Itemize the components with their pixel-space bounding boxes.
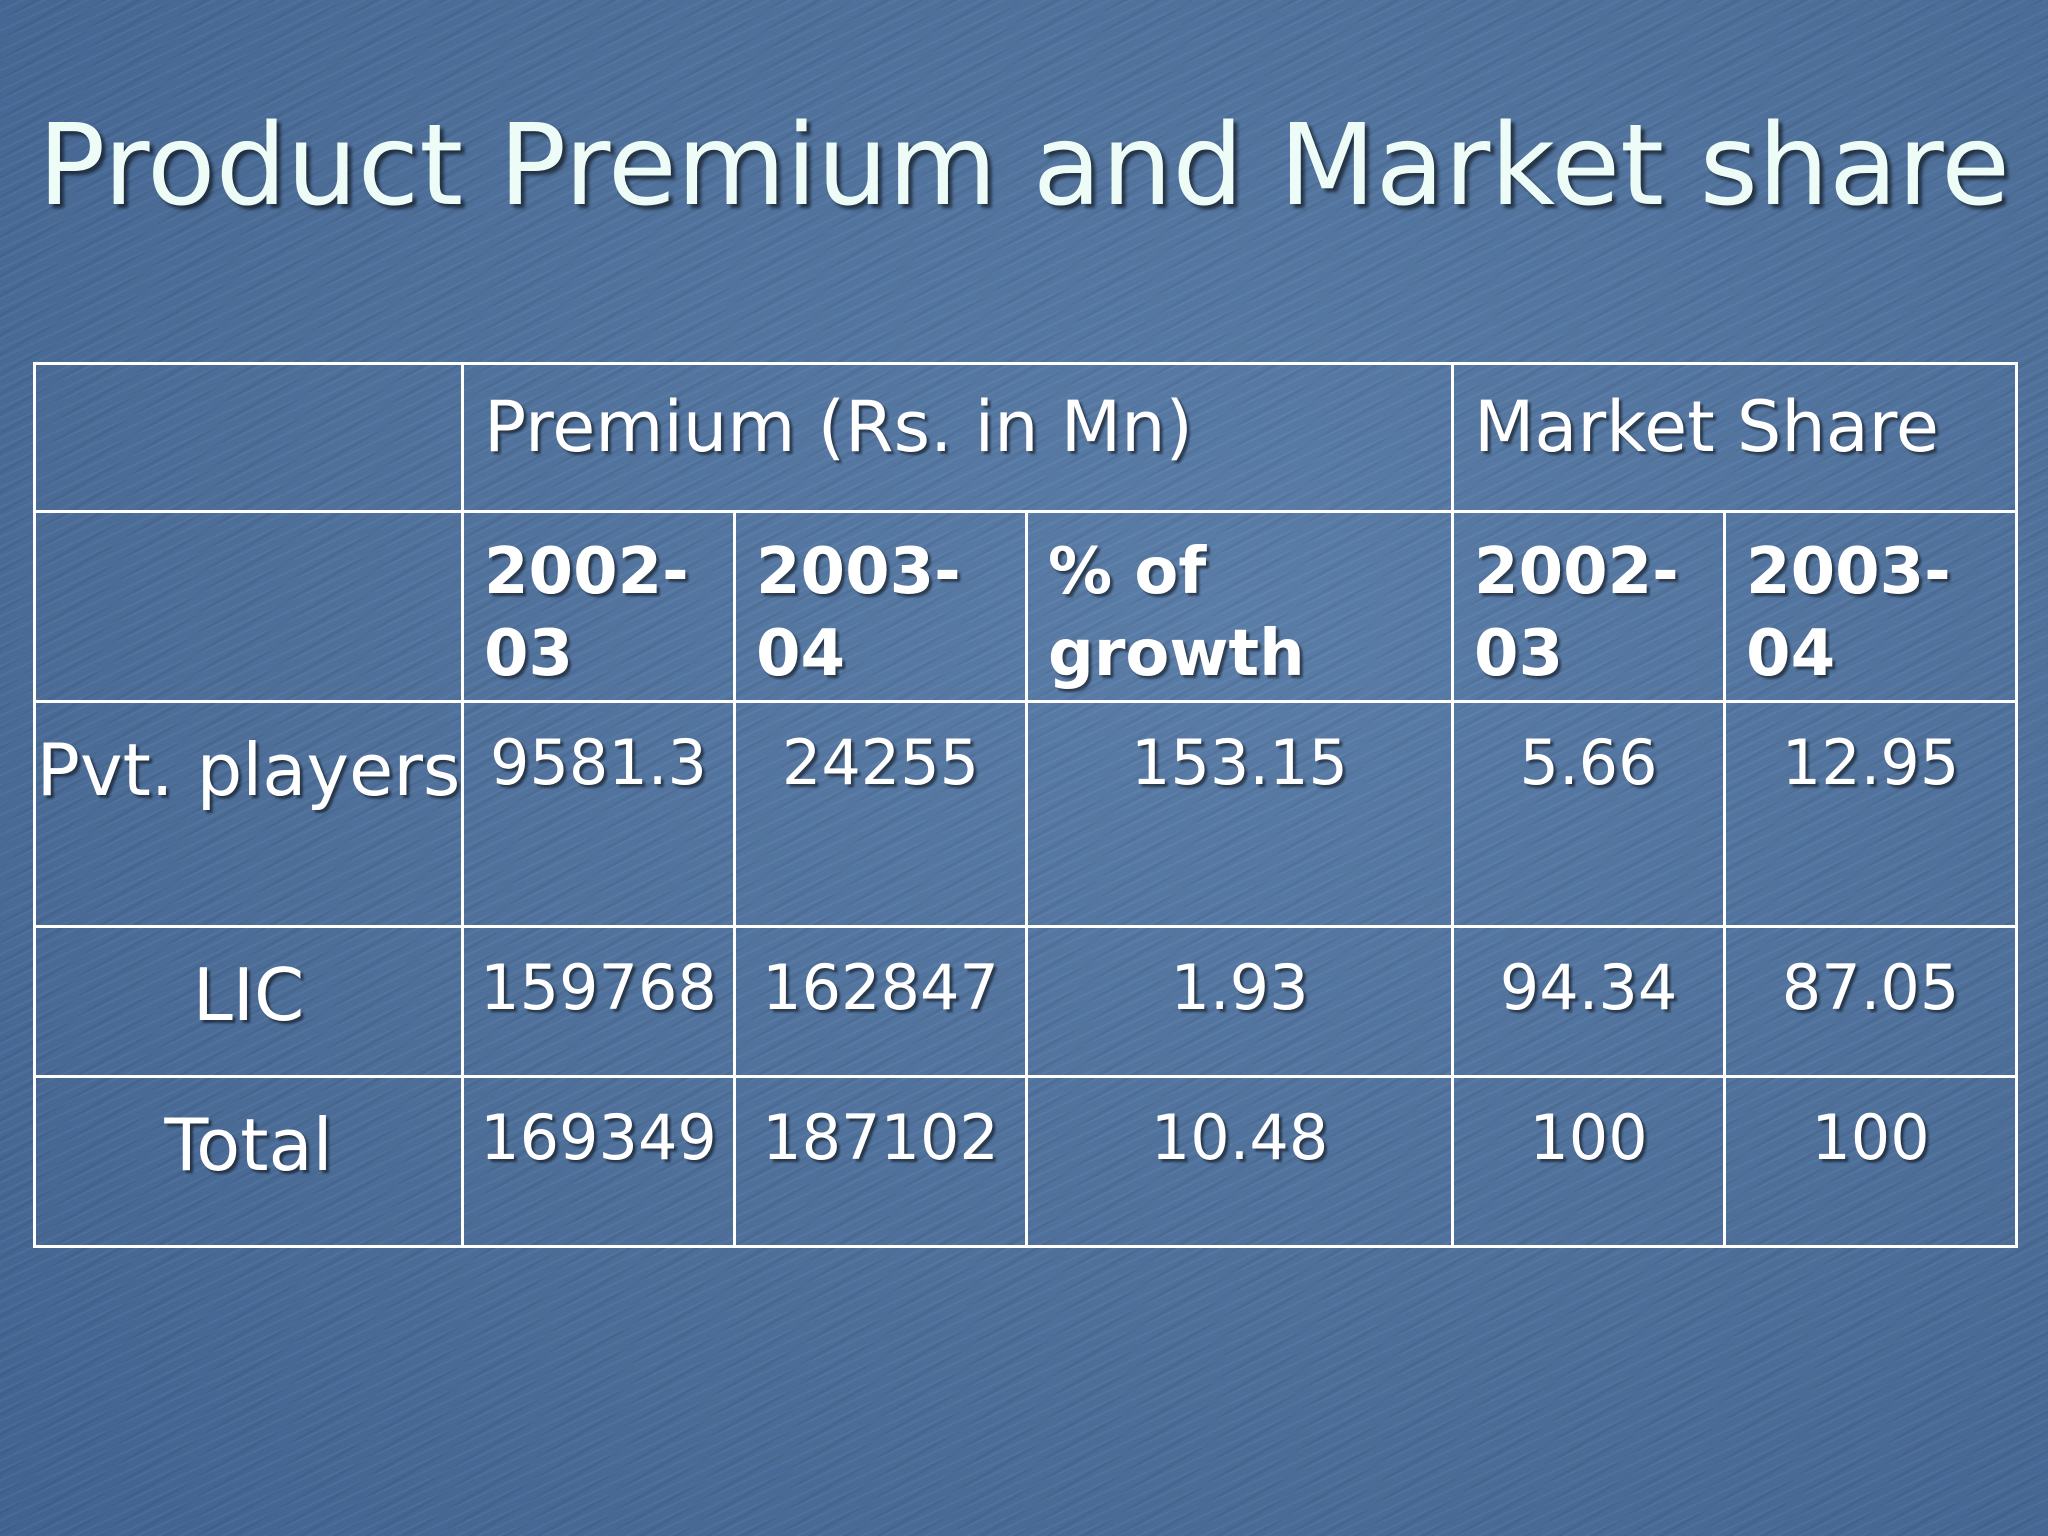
cell-premium-2003-04: 187102 <box>733 1075 1028 1248</box>
cell-share-2002-03: 100 <box>1451 1075 1727 1248</box>
cell-premium-2003-04: 162847 <box>733 925 1028 1078</box>
premium-market-share-table: Premium (Rs. in Mn) Market Share 2002-03… <box>33 362 2019 1248</box>
group-header-row: Premium (Rs. in Mn) Market Share <box>33 362 2019 513</box>
row-label-lic: LIC <box>33 925 464 1078</box>
cell-share-2003-04: 12.95 <box>1723 700 2019 928</box>
share-2002-03-header: 2002-03 <box>1451 510 1727 703</box>
slide-title: Product Premium and Market share <box>37 101 2011 231</box>
row-label-total: Total <box>33 1075 464 1248</box>
growth-header: % of growth <box>1024 510 1455 703</box>
cell-growth: 10.48 <box>1024 1075 1455 1248</box>
empty-corner-cell <box>33 362 464 513</box>
premium-2002-03-header: 2002-03 <box>461 510 736 703</box>
sub-header-row: 2002-03 2003-04 % of growth 2002-03 2003… <box>33 510 2019 703</box>
cell-premium-2002-03: 159768 <box>461 925 736 1078</box>
cell-share-2002-03: 94.34 <box>1451 925 1727 1078</box>
cell-premium-2003-04: 24255 <box>733 700 1028 928</box>
table-row: Pvt. players 9581.3 24255 153.15 5.66 12… <box>33 700 2019 928</box>
market-share-group-header: Market Share <box>1451 362 2019 513</box>
table-row: Total 169349 187102 10.48 100 100 <box>33 1075 2019 1248</box>
premium-2003-04-header: 2003-04 <box>733 510 1028 703</box>
row-label-pvt-players: Pvt. players <box>33 700 464 928</box>
table-row: LIC 159768 162847 1.93 94.34 87.05 <box>33 925 2019 1078</box>
cell-growth: 1.93 <box>1024 925 1455 1078</box>
premium-group-header: Premium (Rs. in Mn) <box>460 362 1455 513</box>
cell-share-2003-04: 87.05 <box>1723 925 2019 1078</box>
cell-share-2002-03: 5.66 <box>1451 700 1727 928</box>
cell-premium-2002-03: 9581.3 <box>461 700 736 928</box>
cell-growth: 153.15 <box>1024 700 1455 928</box>
cell-premium-2002-03: 169349 <box>461 1075 736 1248</box>
cell-share-2003-04: 100 <box>1723 1075 2019 1248</box>
empty-row-header-cell <box>33 510 464 703</box>
share-2003-04-header: 2003-04 <box>1723 510 2019 703</box>
